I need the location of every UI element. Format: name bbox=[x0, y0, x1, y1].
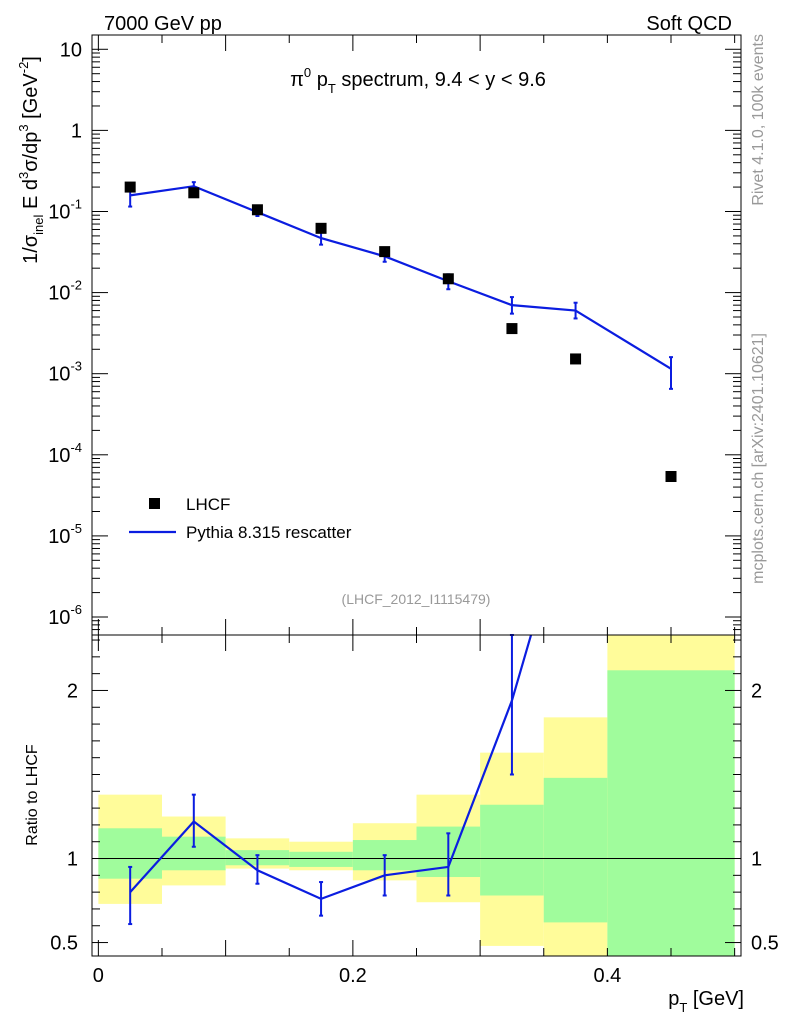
mc-series-line bbox=[130, 185, 672, 370]
ratio-series-line bbox=[129, 634, 533, 901]
data-point bbox=[124, 181, 136, 193]
xlabel-p: p bbox=[668, 988, 679, 1010]
x-tick-label: 0 bbox=[93, 965, 104, 987]
main-y-tick-label: 10-1 bbox=[48, 196, 82, 223]
main-y-tick-base: 10 bbox=[48, 445, 70, 467]
data-point bbox=[506, 323, 518, 335]
ratio-frame bbox=[91, 634, 742, 957]
main-y-tick-label: 10-4 bbox=[48, 440, 82, 467]
main-y-tick-exponent: -2 bbox=[70, 278, 82, 293]
ylabel-part-c: E d bbox=[20, 179, 42, 215]
main-y-tick-exponent: -1 bbox=[70, 196, 82, 211]
main-y-tick-label: 10-6 bbox=[48, 602, 82, 629]
main-y-tick-base: 10 bbox=[48, 526, 70, 548]
data-point bbox=[251, 204, 263, 216]
main-frame bbox=[91, 34, 742, 636]
title-p: p bbox=[311, 69, 328, 91]
main-y-tick-base: 10 bbox=[48, 607, 70, 629]
rivet-version-label: Rivet 4.1.0, 100k events bbox=[750, 34, 767, 206]
main-y-tick-exponent: -5 bbox=[70, 521, 82, 536]
main-title: π0 pT spectrum, 9.4 < y < 9.6 bbox=[290, 65, 546, 96]
data-point bbox=[665, 471, 677, 483]
main-y-tick-base: 10 bbox=[48, 364, 70, 386]
legend-label-data: LHCF bbox=[186, 495, 230, 514]
ylabel-part-i: ] bbox=[20, 56, 42, 62]
legend: LHCF Pythia 8.315 rescatter bbox=[129, 495, 352, 542]
legend-marker-data bbox=[149, 498, 160, 509]
legend-label-mc: Pythia 8.315 rescatter bbox=[186, 523, 352, 542]
header-energy-label: 7000 GeV pp bbox=[104, 13, 222, 35]
ratio-series-layer bbox=[128, 634, 533, 926]
title-pi: π bbox=[290, 69, 304, 91]
ylabel-part-a: 1/σ bbox=[20, 234, 42, 264]
analysis-id-label: (LHCF_2012_I1115479) bbox=[342, 591, 491, 607]
ratio-band-inner bbox=[289, 851, 353, 867]
ratio-band-inner bbox=[543, 777, 608, 923]
ylabel-part-b: inel bbox=[31, 214, 46, 234]
ratio-panel: 0.5 0.5 1 1 2 2 0 0.2 0.4 bbox=[50, 635, 779, 987]
main-y-tick-label: 1 bbox=[71, 120, 82, 142]
ratio-y-tick-label-right: 1 bbox=[751, 849, 762, 871]
title-t-sub: T bbox=[328, 81, 336, 96]
data-point bbox=[442, 273, 454, 285]
ratio-y-tick-label-left: 0.5 bbox=[50, 933, 78, 955]
main-y-tick-exponent: -4 bbox=[70, 440, 82, 455]
x-tick-label: 0.4 bbox=[593, 965, 621, 987]
title-rest: spectrum, 9.4 < y < 9.6 bbox=[336, 69, 546, 91]
title-pi-sup: 0 bbox=[304, 65, 311, 80]
main-y-axis-label: 1/σinel E d3σ/dp3 [GeV-2] bbox=[16, 56, 46, 264]
data-point bbox=[570, 353, 582, 365]
main-y-tick-base: 1 bbox=[71, 120, 82, 142]
ylabel-part-e: σ/dp bbox=[20, 132, 42, 172]
ylabel-part-g: [GeV bbox=[20, 73, 42, 125]
x-tick-label: 0.2 bbox=[339, 965, 367, 987]
ratio-y-axis-label: Ratio to LHCF bbox=[24, 744, 41, 846]
mcplots-label: mcplots.cern.ch [arXiv:2401.10621] bbox=[750, 333, 767, 584]
ratio-y-tick-label-right: 0.5 bbox=[751, 933, 779, 955]
main-y-tick-label: 10-2 bbox=[48, 278, 82, 305]
ylabel-part-f: 3 bbox=[16, 124, 31, 131]
main-series-layer bbox=[124, 181, 677, 483]
main-y-tick-exponent: -6 bbox=[70, 602, 82, 617]
ratio-y-tick-label-left: 2 bbox=[67, 680, 78, 702]
main-y-tick-label: 10 bbox=[60, 39, 82, 61]
ratio-y-tick-label-right: 2 bbox=[751, 680, 762, 702]
main-y-tick-base: 10 bbox=[48, 283, 70, 305]
data-point bbox=[315, 222, 327, 234]
main-y-tick-label: 10-3 bbox=[48, 359, 82, 386]
main-y-tick-base: 10 bbox=[48, 201, 70, 223]
ratio-y-tick-label-left: 1 bbox=[67, 849, 78, 871]
ylabel-part-d: 3 bbox=[16, 172, 31, 179]
main-y-tick-exponent: -3 bbox=[70, 359, 82, 374]
data-point bbox=[379, 246, 391, 258]
ratio-band-inner bbox=[480, 804, 544, 896]
data-point bbox=[188, 187, 200, 199]
main-y-tick-base: 10 bbox=[60, 39, 82, 61]
header-category-label: Soft QCD bbox=[646, 13, 732, 35]
xlabel-t-sub: T bbox=[679, 1000, 687, 1015]
ylabel-part-h: -2 bbox=[16, 62, 31, 74]
ratio-band-inner bbox=[607, 670, 735, 956]
xlabel-rest: [GeV] bbox=[687, 988, 744, 1010]
main-y-tick-label: 10-5 bbox=[48, 521, 82, 548]
x-axis-label: pT [GeV] bbox=[668, 988, 744, 1015]
